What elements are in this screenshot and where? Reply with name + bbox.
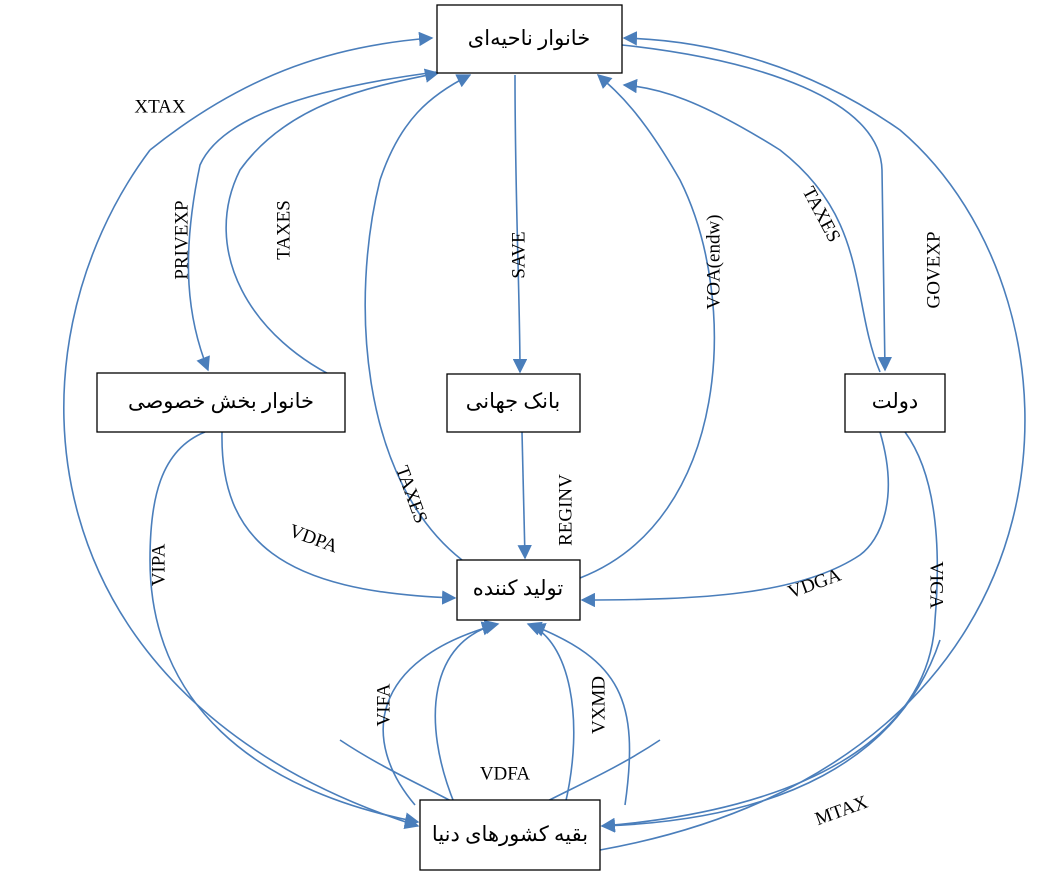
edge-label: TAXES	[391, 463, 431, 526]
node-label: بانک جهانی	[466, 389, 561, 414]
flow-mtax	[602, 640, 940, 826]
flow-voa	[580, 75, 714, 578]
edge-label: SAVE	[508, 231, 529, 278]
flow-reginv	[522, 432, 525, 558]
edge-label: REGINV	[555, 474, 576, 546]
edge-label: GOVEXP	[923, 231, 944, 308]
flow-vdfa-right	[528, 624, 574, 805]
flow-viga	[602, 432, 937, 826]
edge-label: VOA(endw)	[703, 215, 724, 310]
flow-vxmd	[532, 625, 630, 805]
flow-vdga	[582, 432, 888, 600]
node-label: بقیه کشورهای دنیا	[432, 822, 588, 847]
flow-taxes-private	[226, 73, 438, 382]
flow-vifa	[383, 625, 495, 805]
flow-save	[515, 75, 520, 372]
edge-label: TAXES	[273, 200, 294, 260]
node-label: دولت	[872, 389, 919, 414]
flows	[64, 38, 1025, 850]
node-label: خانوار ناحیه‌ای	[468, 26, 590, 51]
edge-label: XTAX	[134, 96, 186, 117]
edge-labels: XTAX PRIVEXP TAXES SAVE VOA(endw) TAXES …	[134, 96, 946, 830]
edge-label: VDFA	[480, 763, 531, 784]
flow-taxes-gov	[624, 85, 880, 372]
edge-label: VIPA	[148, 543, 169, 586]
edge-label: VDGA	[785, 565, 844, 604]
flow-outer-right	[600, 38, 1025, 850]
edge-label: VIGA	[926, 561, 947, 609]
edge-label: PRIVEXP	[171, 200, 192, 279]
node-label: تولید کننده	[473, 576, 564, 601]
edge-label: VIFA	[373, 683, 394, 726]
edge-label: MTAX	[812, 792, 871, 830]
flow-govexp	[622, 45, 885, 370]
edge-label: VXMD	[588, 676, 609, 734]
flow-xtax-bottom	[64, 150, 418, 826]
page: خانوار ناحیه‌ای خانوار بخش خصوصی بانک جه…	[0, 0, 1048, 879]
edge-label: TAXES	[798, 183, 845, 246]
node-label: خانوار بخش خصوصی	[128, 389, 314, 414]
flow-xtax-top	[150, 38, 432, 150]
edge-label: VDPA	[286, 521, 340, 558]
diagram: خانوار ناحیه‌ای خانوار بخش خصوصی بانک جه…	[0, 0, 1048, 879]
